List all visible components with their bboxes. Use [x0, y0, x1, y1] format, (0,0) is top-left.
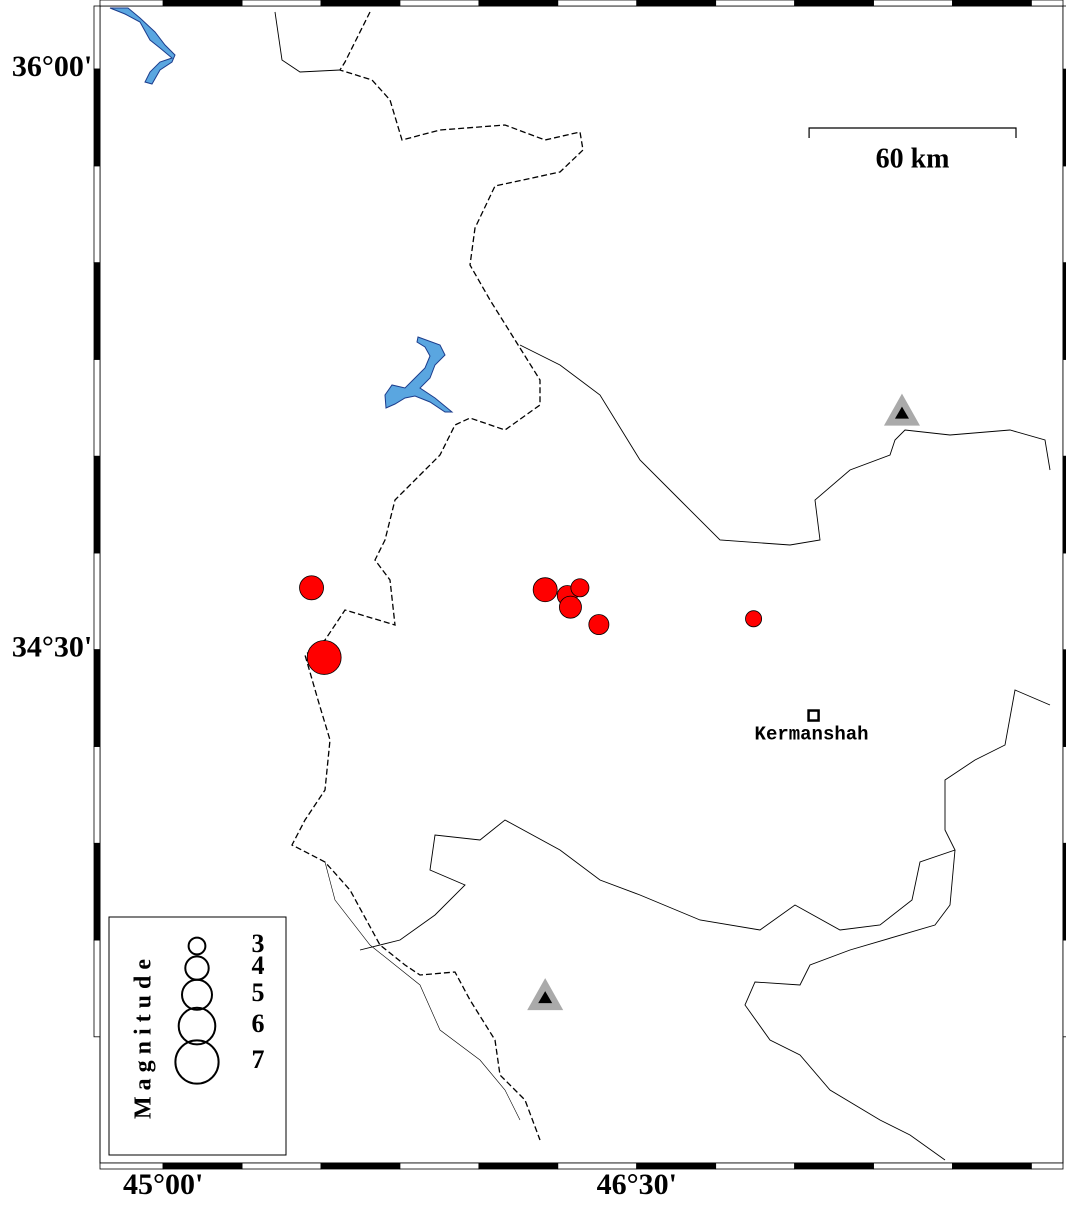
frame-bar [715, 1162, 796, 1170]
scale-line [808, 127, 1017, 138]
frame-bar [1062, 939, 1066, 1038]
frame-bar [93, 552, 101, 651]
frame-bar [1062, 649, 1066, 747]
frame-bar [93, 5, 101, 70]
frame-bar [1031, 1162, 1064, 1170]
frame-bar [1031, 0, 1064, 7]
frame-bar [1062, 552, 1066, 651]
frame-bar [952, 0, 1032, 7]
legend-label: 3 [252, 929, 265, 958]
y-tick-label: 34°30' [12, 631, 92, 664]
earthquake [745, 610, 763, 628]
frame-bar [1062, 165, 1066, 264]
frame-bar [162, 0, 243, 7]
frame-bar [873, 1162, 953, 1170]
earthquake [570, 578, 590, 598]
frame-bar [1062, 746, 1066, 844]
frame-bar [1062, 455, 1066, 554]
station [894, 406, 909, 419]
earthquake [306, 640, 342, 675]
frame-bar [478, 1162, 559, 1170]
frame-bar [715, 0, 796, 7]
frame-bar [1062, 359, 1066, 457]
frame-bar [399, 0, 480, 7]
legend-label: 5 [252, 978, 265, 1007]
legend-title: Magnitude [131, 953, 157, 1119]
stations [527, 393, 920, 1011]
frame-bar [952, 1162, 1032, 1170]
frame-bar [557, 0, 638, 7]
city: Kermanshah [755, 709, 869, 746]
frame-bar [93, 165, 101, 264]
earthquake [559, 595, 582, 619]
borders [274, 11, 1051, 1161]
frame-bar [93, 746, 101, 844]
frame-bar [93, 68, 101, 167]
coordinate-labels: 45°00' 46°30' 36°00' 34°30' [12, 50, 677, 1201]
frame-bar [241, 1162, 322, 1170]
province-border [359, 689, 1051, 951]
frame-bar [794, 1162, 874, 1170]
frame-bar [93, 359, 101, 457]
frame-bar [93, 842, 101, 941]
frame-bar [93, 649, 101, 747]
earthquake [299, 575, 324, 601]
country-border [291, 11, 584, 1141]
frame-bar [794, 0, 874, 7]
lake [384, 336, 454, 413]
legend-size [181, 978, 213, 1011]
city-marker [807, 709, 820, 722]
scale-label: 60 km [876, 143, 950, 174]
frame-bars [93, 0, 1066, 1170]
province-border [744, 849, 956, 1161]
frame-bar [478, 0, 559, 7]
station [538, 991, 553, 1004]
frame-bar [1062, 842, 1066, 941]
frame-bar [93, 262, 101, 360]
legend-label: 7 [252, 1045, 265, 1074]
frame-bar [93, 939, 101, 1038]
frame-bar [1062, 68, 1066, 167]
frame-bar [93, 455, 101, 554]
scale-bar: 60 km [808, 127, 1017, 174]
frame-bar [320, 0, 401, 7]
frame-bar [99, 0, 164, 7]
legend-label: 4 [252, 951, 265, 980]
lake [109, 7, 176, 85]
province-border [324, 861, 521, 1121]
legend-size [174, 1039, 220, 1085]
frame-bar [1062, 5, 1066, 70]
legend-size [177, 1006, 217, 1046]
frame-bar [873, 0, 953, 7]
frame-bar [241, 0, 322, 7]
legend-size [187, 936, 207, 956]
legend-label: 6 [252, 1009, 265, 1038]
x-tick-label: 46°30' [597, 1168, 677, 1201]
events [299, 575, 763, 675]
y-tick-label: 36°00' [12, 50, 92, 83]
frame-bar [320, 1162, 401, 1170]
province-border [274, 11, 1051, 546]
frame-bar [399, 1162, 480, 1170]
frame-bar [1062, 262, 1066, 360]
city-label: Kermanshah [755, 724, 869, 746]
earthquake [588, 614, 610, 636]
x-tick-label: 45°00' [123, 1168, 203, 1201]
frame-bar [636, 0, 717, 7]
earthquake [532, 577, 558, 603]
